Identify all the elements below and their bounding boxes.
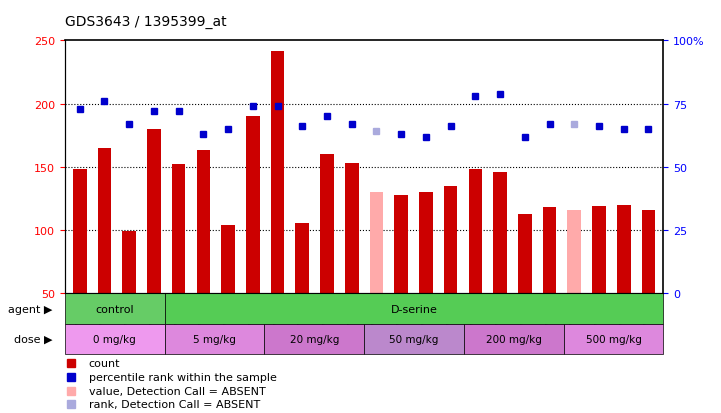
- Bar: [164, 294, 663, 324]
- Text: control: control: [95, 304, 134, 314]
- Text: dose ▶: dose ▶: [14, 334, 53, 344]
- Text: 500 mg/kg: 500 mg/kg: [585, 334, 642, 344]
- Bar: [567, 210, 581, 294]
- Bar: [221, 225, 235, 294]
- Bar: [394, 195, 408, 294]
- Text: GDS3643 / 1395399_at: GDS3643 / 1395399_at: [65, 15, 226, 29]
- Bar: [592, 206, 606, 294]
- Bar: [345, 164, 358, 294]
- Bar: [97, 149, 111, 294]
- Bar: [73, 170, 87, 294]
- Bar: [464, 324, 564, 354]
- Bar: [469, 170, 482, 294]
- Text: count: count: [89, 358, 120, 368]
- Bar: [172, 165, 185, 294]
- Bar: [197, 151, 210, 294]
- Bar: [564, 324, 663, 354]
- Bar: [642, 210, 655, 294]
- Bar: [370, 193, 384, 294]
- Text: rank, Detection Call = ABSENT: rank, Detection Call = ABSENT: [89, 399, 260, 409]
- Text: 20 mg/kg: 20 mg/kg: [290, 334, 339, 344]
- Bar: [265, 324, 364, 354]
- Bar: [123, 232, 136, 294]
- Bar: [147, 130, 161, 294]
- Bar: [271, 51, 284, 294]
- Bar: [493, 173, 507, 294]
- Bar: [364, 324, 464, 354]
- Bar: [246, 117, 260, 294]
- Bar: [65, 324, 164, 354]
- Text: 5 mg/kg: 5 mg/kg: [193, 334, 236, 344]
- Bar: [320, 155, 334, 294]
- Text: percentile rank within the sample: percentile rank within the sample: [89, 372, 277, 382]
- Bar: [419, 193, 433, 294]
- Text: agent ▶: agent ▶: [8, 304, 53, 314]
- Text: 200 mg/kg: 200 mg/kg: [486, 334, 541, 344]
- Bar: [617, 205, 631, 294]
- Bar: [518, 214, 531, 294]
- Bar: [444, 186, 457, 294]
- Bar: [65, 294, 164, 324]
- Text: 0 mg/kg: 0 mg/kg: [94, 334, 136, 344]
- Bar: [543, 208, 557, 294]
- Text: 50 mg/kg: 50 mg/kg: [389, 334, 438, 344]
- Text: value, Detection Call = ABSENT: value, Detection Call = ABSENT: [89, 386, 265, 396]
- Bar: [296, 223, 309, 294]
- Text: D-serine: D-serine: [391, 304, 438, 314]
- Bar: [164, 324, 265, 354]
